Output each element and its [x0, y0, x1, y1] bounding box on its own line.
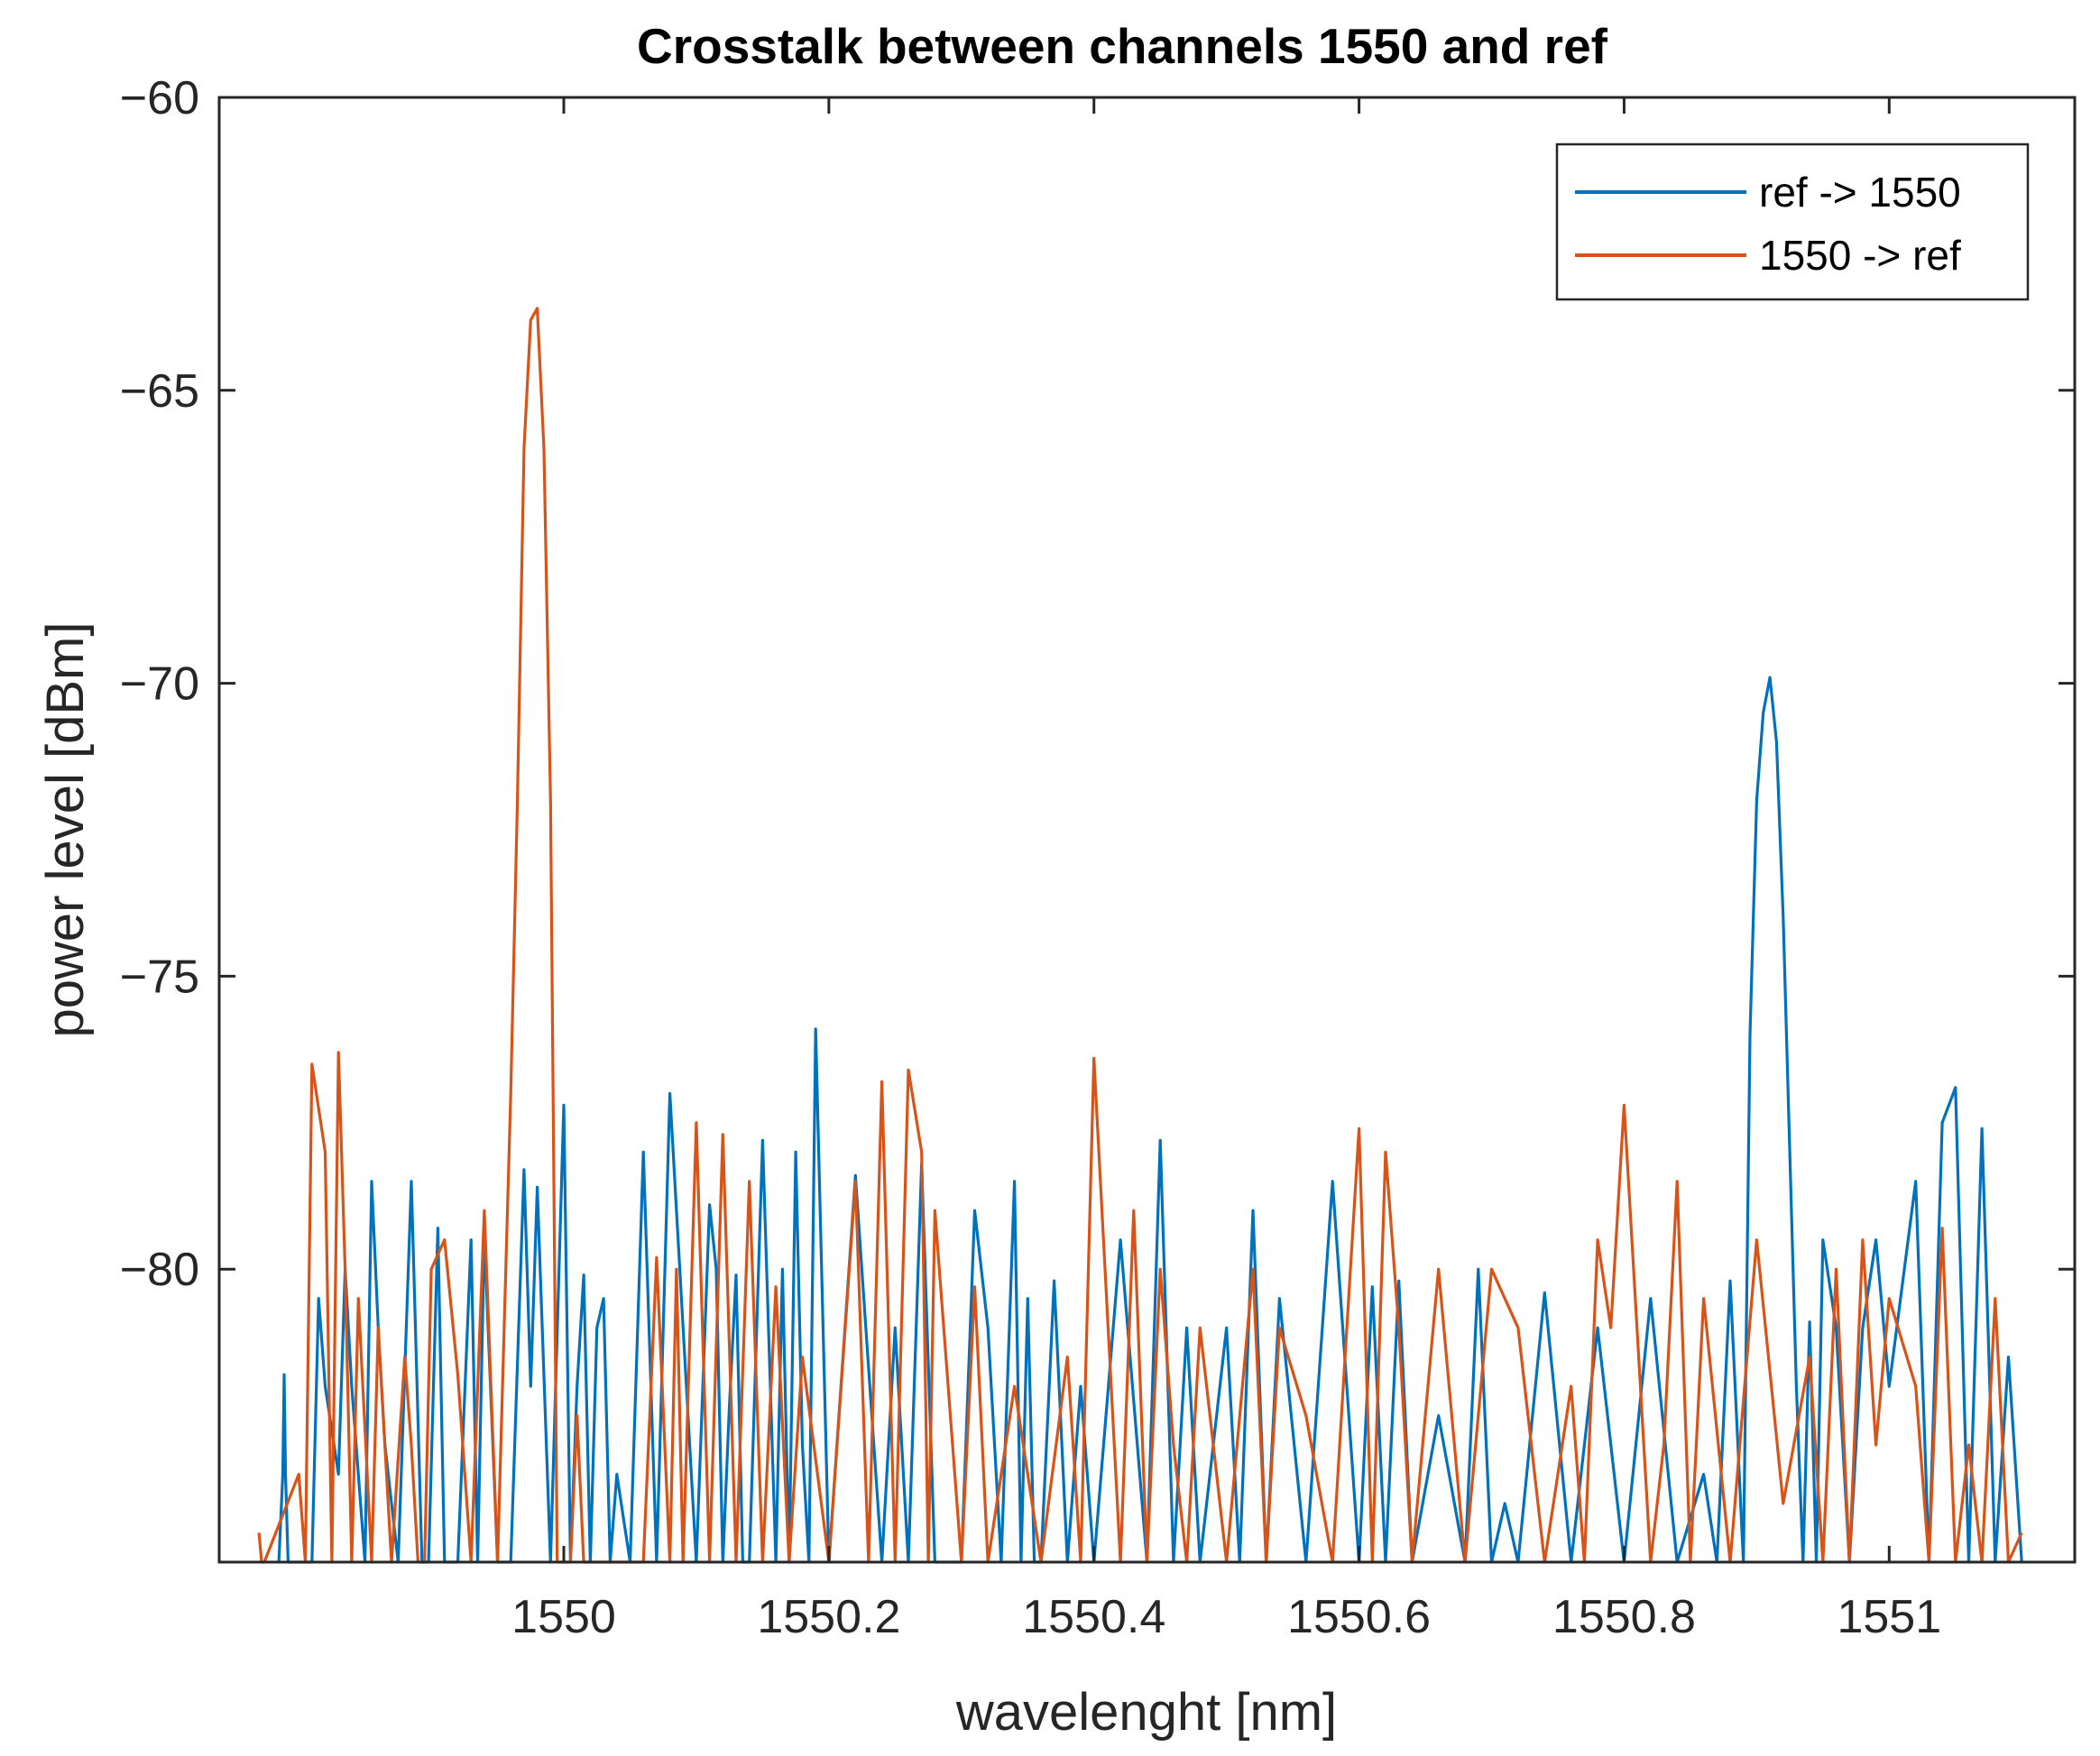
legend: ref -> 1550 1550 -> ref	[1555, 143, 2030, 301]
plot-area-frame	[217, 96, 2077, 1564]
x-tick-label: 1550.4	[1022, 1591, 1165, 1643]
y-tick-label: −65	[120, 365, 199, 418]
series-line-ref-to-1550	[277, 676, 2023, 1564]
y-tick-label: −60	[120, 72, 199, 124]
legend-label-1550-to-ref: 1550 -> ref	[1759, 232, 1961, 279]
x-tick-label: 1551	[1837, 1591, 1941, 1643]
y-tick-label: −70	[120, 658, 199, 711]
legend-label-ref-to-1550: ref -> 1550	[1759, 169, 1961, 216]
plot-series-layer	[257, 307, 2023, 1564]
x-tick-label: 1550.8	[1552, 1591, 1696, 1643]
x-axis-label: wavelenght [nm]	[955, 1683, 1337, 1742]
axis-ticks-layer: 1550 1550.2 1550.4 1550.6 1550.8 1551 −60 −65 −7…	[120, 72, 2075, 1643]
y-tick-label: −80	[120, 1244, 199, 1296]
x-tick-label: 1550.6	[1287, 1591, 1431, 1643]
series-line-1550-to-ref	[257, 307, 2023, 1564]
chart-title: Crosstalk between channels 1550 and ref	[637, 18, 1608, 74]
x-tick-label: 1550	[511, 1591, 616, 1643]
x-tick-label: 1550.2	[757, 1591, 900, 1643]
y-tick-label: −75	[120, 951, 199, 1003]
y-axis-label: power level [dBm]	[36, 622, 95, 1038]
legend-box	[1555, 143, 2030, 301]
